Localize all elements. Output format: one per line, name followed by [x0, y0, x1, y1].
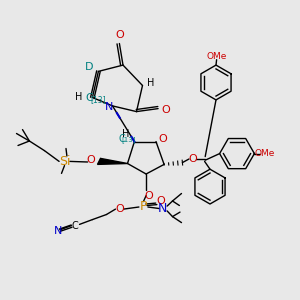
- Text: C: C: [71, 220, 78, 231]
- Text: O: O: [116, 204, 124, 214]
- Text: OMe: OMe: [255, 149, 275, 158]
- Text: O: O: [161, 105, 170, 115]
- Text: Si: Si: [59, 155, 70, 168]
- Text: [13]: [13]: [122, 137, 136, 143]
- Text: D: D: [85, 62, 94, 73]
- Polygon shape: [98, 158, 128, 164]
- Text: O: O: [115, 29, 124, 40]
- Text: N: N: [105, 102, 114, 112]
- Text: C: C: [118, 134, 125, 144]
- Text: H: H: [147, 78, 155, 88]
- Text: H: H: [122, 129, 130, 139]
- Text: N: N: [53, 226, 62, 236]
- Text: O: O: [188, 154, 197, 164]
- Text: O: O: [158, 134, 167, 144]
- Text: [13]: [13]: [90, 95, 106, 104]
- Text: O: O: [86, 154, 95, 165]
- Text: N: N: [158, 202, 167, 215]
- Text: O: O: [156, 196, 165, 206]
- Text: H: H: [75, 92, 82, 103]
- Text: P: P: [140, 200, 147, 214]
- Text: C: C: [85, 93, 93, 103]
- Text: O: O: [144, 191, 153, 201]
- Text: OMe: OMe: [206, 52, 227, 61]
